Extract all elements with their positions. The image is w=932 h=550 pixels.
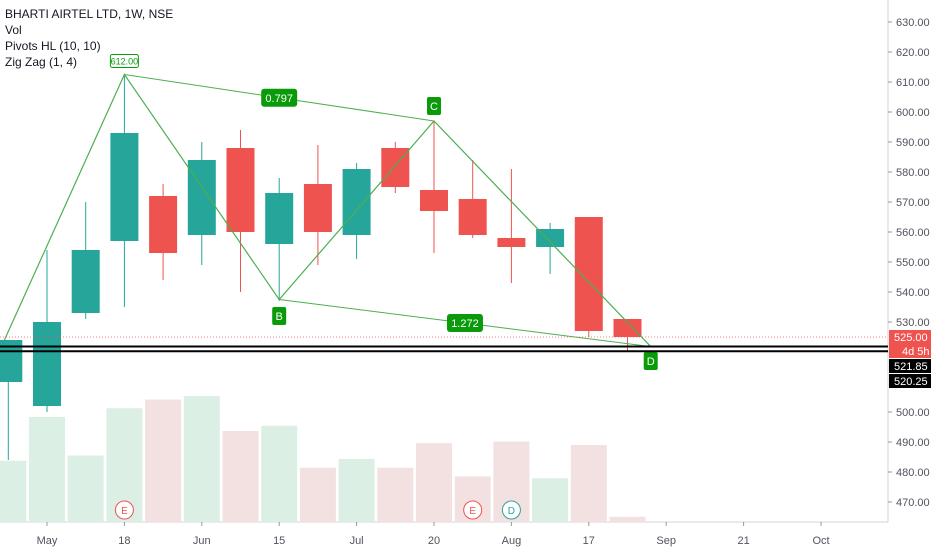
peak-label: 612.00 (111, 57, 139, 67)
x-tick-label: 18 (118, 535, 130, 547)
x-tick-label: 20 (428, 535, 440, 547)
candle-body[interactable] (303, 184, 332, 232)
chart-legend: BHARTI AIRTEL LTD, 1W, NSE Vol Pivots HL… (5, 6, 173, 70)
event-marker[interactable] (463, 500, 483, 520)
point-label: C (430, 101, 438, 113)
y-tick-label: 570.00 (896, 197, 930, 209)
volume-bar (609, 516, 646, 522)
axis-price-label-box (889, 359, 931, 373)
candle-body[interactable] (342, 169, 371, 235)
volume-bar (29, 417, 65, 522)
y-tick-label: 560.00 (896, 227, 930, 239)
y-tick-label: 490.00 (896, 437, 930, 449)
point-label-box (272, 307, 287, 325)
axis-time-label: 4d 5h (902, 346, 930, 358)
legend-pivots[interactable]: Pivots HL (10, 10) (5, 39, 101, 53)
y-tick-label: 540.00 (896, 287, 930, 299)
x-tick-label: Oct (812, 535, 829, 547)
y-tick-label: 470.00 (896, 497, 930, 509)
y-tick-label: 530.00 (896, 317, 930, 329)
volume-bar (261, 425, 298, 522)
point-label: D (647, 356, 655, 368)
volume-bar (0, 460, 27, 522)
candle-body[interactable] (149, 196, 178, 253)
axis-price-label: 521.85 (894, 361, 928, 373)
volume-bar (532, 478, 569, 522)
candle-body[interactable] (33, 322, 61, 406)
legend-zigzag[interactable]: Zig Zag (1, 4) (5, 55, 78, 69)
ratio-label-box (446, 314, 483, 333)
x-tick-label: Sep (656, 535, 676, 547)
y-tick-label: 600.00 (896, 107, 930, 119)
ratio-label-box (261, 88, 298, 107)
x-tick-label: Jun (193, 535, 211, 547)
candle-body[interactable] (574, 217, 603, 331)
axis-price-label-box (889, 374, 931, 388)
volume-bar (183, 396, 220, 522)
event-marker[interactable] (114, 500, 134, 520)
volume-bar (338, 459, 375, 522)
y-tick-label: 480.00 (896, 467, 930, 479)
axis-time-label-box (889, 344, 931, 358)
candle-body[interactable] (613, 319, 642, 337)
y-tick-label: 550.00 (896, 257, 930, 269)
volume-bar (222, 431, 259, 522)
candle-body[interactable] (497, 238, 526, 247)
volume-bar (145, 399, 182, 522)
candle-body[interactable] (458, 199, 487, 235)
point-label: B (276, 311, 283, 323)
candle-body[interactable] (187, 160, 216, 235)
point-label-box (427, 97, 441, 115)
x-tick-label: 17 (583, 535, 595, 547)
ratio-label: 1.272 (451, 318, 479, 330)
x-tick-label: Jul (350, 535, 364, 547)
y-tick-label: 580.00 (896, 167, 930, 179)
volume-bar (299, 467, 336, 522)
volume-bar (570, 445, 607, 522)
candle-body[interactable] (420, 190, 448, 211)
x-tick-label: 21 (737, 535, 749, 547)
candle-body[interactable] (226, 148, 255, 232)
candle-body[interactable] (536, 229, 565, 247)
candle-body[interactable] (71, 250, 100, 313)
volume-bar (416, 443, 452, 522)
legend-title[interactable]: BHARTI AIRTEL LTD, 1W, NSE (5, 7, 174, 21)
volume-bar (377, 467, 414, 522)
legend-vol[interactable]: Vol (5, 23, 22, 37)
peak-label-box (109, 54, 139, 68)
candle-body[interactable] (110, 133, 139, 241)
x-tick-label: Aug (502, 535, 522, 547)
axis-price-label-box (889, 330, 931, 344)
ratio-label: 0.797 (265, 93, 293, 105)
point-label-box (643, 352, 658, 370)
volume-bar (67, 455, 104, 522)
y-tick-label: 630.00 (896, 17, 930, 29)
axis-price-label: 525.00 (894, 332, 928, 344)
event-marker[interactable] (501, 500, 521, 520)
axis-price-label: 520.25 (894, 376, 928, 388)
candle-body[interactable] (265, 193, 294, 244)
y-tick-label: 590.00 (896, 137, 930, 149)
event-marker-label: E (469, 506, 476, 517)
event-marker-label: E (121, 506, 128, 517)
x-tick-label: May (37, 535, 58, 547)
x-tick-label: 15 (273, 535, 285, 547)
event-marker-label: D (508, 506, 515, 517)
y-tick-label: 500.00 (896, 407, 930, 419)
y-tick-label: 620.00 (896, 47, 930, 59)
y-tick-label: 610.00 (896, 77, 930, 89)
